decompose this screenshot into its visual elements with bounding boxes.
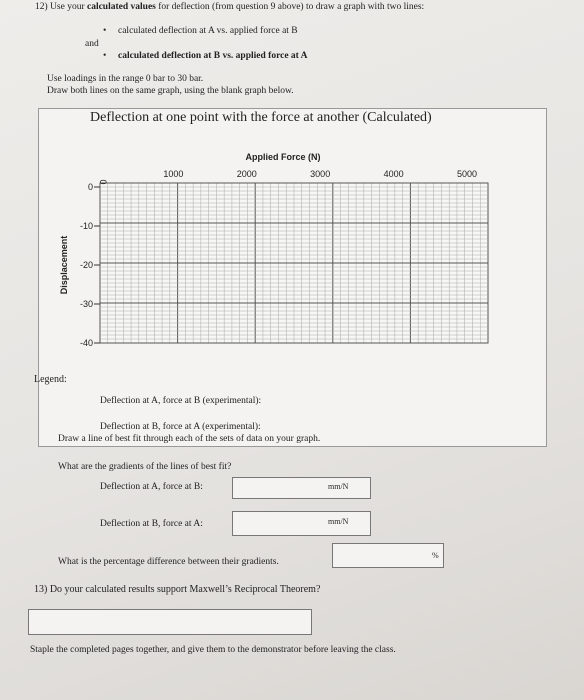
answer-label: Deflection at B, force at A: [100,519,203,529]
question-12: 12) Use your calculated values for defle… [35,2,465,13]
answer-box[interactable] [232,511,371,536]
question: What are the gradients of the lines of b… [58,462,232,472]
text: for deflection (from question 9 above) t… [155,2,425,12]
y-tick-label: -30 [80,299,93,309]
x-tick-label: 1000 [163,169,183,179]
unit: mm/N [328,482,349,491]
x-tick-label: 2000 [237,169,257,179]
x-tick-label: 0 [98,179,108,184]
instruction: Use loadings in the range 0 bar to 30 ba… [47,74,204,84]
unit: mm/N [328,517,349,526]
legend-entry: Deflection at B, force at A (experimenta… [100,422,261,432]
y-tick-label: -40 [80,338,93,348]
x-tick-label: 3000 [310,169,330,179]
instruction: Draw a line of best fit through each of … [58,434,321,444]
answer-box[interactable] [232,477,371,499]
answer-box[interactable] [28,609,312,635]
legend-label: Legend: [34,374,67,385]
y-tick-label: -20 [80,260,93,270]
y-axis-label: Displacement [59,236,69,295]
unit: % [432,551,439,560]
x-tick-label: 4000 [384,169,404,179]
x-axis-label: Applied Force (N) [245,152,320,162]
y-tick-label: -10 [80,221,93,231]
graph: Applied Force (N) Displacement 0 1000 2000… [59,152,489,348]
question-13: 13) Do your calculated results support M… [34,584,321,595]
graph-title: Deflection at one point with the force a… [90,110,432,125]
x-tick-label: 5000 [457,169,477,179]
joiner: and [85,39,99,49]
footer-note: Staple the completed pages together, and… [30,645,396,655]
y-tick-label: 0 [88,182,93,192]
bullet-text: calculated deflection at A vs. applied f… [118,26,298,36]
answer-box[interactable] [332,543,444,568]
bullet-text: calculated deflection at B vs. applied f… [118,51,308,61]
question: What is the percentage difference betwee… [58,557,279,567]
bullet: • [103,26,107,36]
answer-label: Deflection at A, force at B: [100,482,203,492]
bullet: • [103,51,107,61]
text: calculated values [86,2,156,12]
legend-entry: Deflection at A, force at B (experimenta… [100,396,262,406]
text: 12) Use your [35,2,87,12]
instruction: Draw both lines on the same graph, using… [47,86,294,96]
